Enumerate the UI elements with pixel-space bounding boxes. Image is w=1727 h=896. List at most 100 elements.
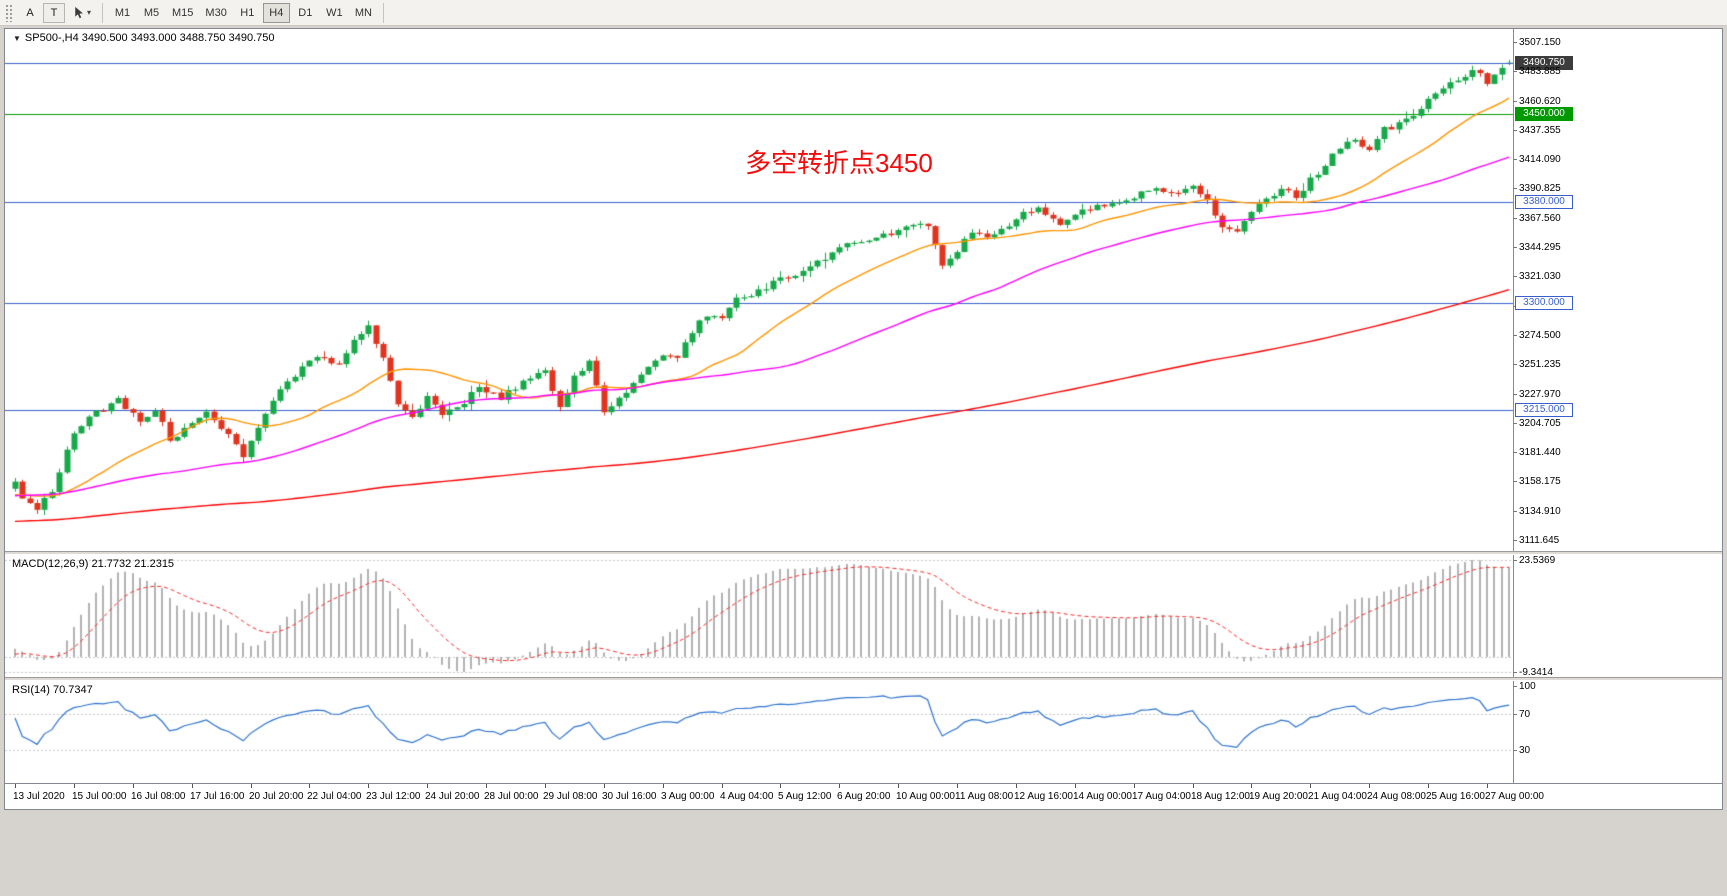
time-axis-label: 5 Aug 12:00 [778,791,832,802]
cursor-icon [75,6,83,19]
macd-canvas[interactable] [5,555,1513,677]
price-axis-label: 3414.090 [1513,154,1561,166]
toolbar-separator [382,2,384,23]
text-label-button[interactable]: T [43,2,65,23]
chevron-down-icon: ▾ [87,8,92,17]
time-axis-tick [74,784,75,788]
time-axis-tick [1075,784,1076,788]
time-axis-label: 18 Aug 12:00 [1191,791,1250,802]
time-axis-label: 14 Aug 00:00 [1073,791,1132,802]
time-axis-tick [1016,784,1017,788]
time-axis-label: 29 Jul 08:00 [543,791,598,802]
price-axis[interactable]: 3490.750 3507.150 3483.885 3460.620 3437.35… [1512,29,1722,551]
time-axis-tick [604,784,605,788]
time-axis-tick [309,784,310,788]
price-axis-label: 3227.970 [1513,388,1561,400]
price-level-label: 3450.000 [1515,106,1573,121]
timeframe-button-m30[interactable]: M30 [200,3,231,23]
time-axis-tick [1428,784,1429,788]
price-panel: ▼ SP500-,H4 3490.500 3493.000 3488.750 34… [5,29,1722,551]
price-axis-label: 3158.175 [1513,476,1561,488]
rsi-axis-separator [1513,681,1514,783]
time-axis-label: 17 Aug 04:00 [1132,791,1191,802]
chart-annotation-text[interactable]: 多空转折点3450 [745,148,933,178]
toolbar: A T ▾ M1 M5 M15 M30 H1 H4 D1 W1 MN [0,0,1727,26]
time-axis-tick [663,784,664,788]
rsi-canvas[interactable] [5,681,1513,783]
toolbar-separator [102,2,104,23]
timeframe-button-m1[interactable]: M1 [109,3,136,23]
price-axis-label: 3390.825 [1513,183,1561,195]
time-axis-label: 22 Jul 04:00 [307,791,362,802]
time-axis-label: 3 Aug 00:00 [661,791,715,802]
time-axis[interactable]: 13 Jul 2020 15 Jul 00:00 16 Jul 08:00 17 Ju… [5,783,1722,809]
price-axis-label: 3134.910 [1513,505,1561,517]
cursor-tool-button[interactable]: ▾ [67,3,96,23]
price-axis-label: 3181.440 [1513,447,1561,459]
time-axis-tick [1310,784,1311,788]
time-axis-label: 24 Aug 08:00 [1367,791,1426,802]
time-axis-tick [368,784,369,788]
time-axis-label: 12 Aug 16:00 [1014,791,1073,802]
time-axis-label: 25 Aug 16:00 [1426,791,1485,802]
timeframe-button-h1[interactable]: H1 [234,3,261,23]
time-axis-tick [251,784,252,788]
rsi-panel: RSI(14) 70.7347 100 70 30 [5,681,1722,783]
time-axis-tick [1134,784,1135,788]
time-axis-tick [898,784,899,788]
timeframe-button-mn[interactable]: MN [350,3,377,23]
price-axis-label: 3367.560 [1513,212,1561,224]
price-chart-canvas[interactable] [5,29,1513,551]
time-axis-tick [1369,784,1370,788]
chart-window: ▼ SP500-,H4 3490.500 3493.000 3488.750 34… [4,28,1723,810]
price-axis-label: 3507.150 [1513,37,1561,48]
price-axis-label: 3321.030 [1513,271,1561,283]
bottom-strip [0,812,1727,896]
timeframe-button-d1[interactable]: D1 [292,3,319,23]
price-axis-label: 3460.620 [1513,95,1561,107]
time-axis-label: 17 Jul 16:00 [190,791,245,802]
time-axis-label: 23 Jul 12:00 [366,791,421,802]
time-axis-label: 15 Jul 00:00 [72,791,127,802]
time-axis-label: 20 Jul 20:00 [249,791,304,802]
timeframe-button-m5[interactable]: M5 [138,3,165,23]
time-axis-label: 30 Jul 16:00 [602,791,657,802]
toolbar-drag-handle[interactable] [5,3,12,22]
symbol-marker-icon: ▼ [13,34,21,43]
time-axis-label: 10 Aug 00:00 [896,791,955,802]
time-axis-label: 11 Aug 08:00 [955,791,1014,802]
timeframe-button-w1[interactable]: W1 [321,3,348,23]
price-axis-label: 3483.885 [1513,66,1561,78]
symbol-ohlc-text: SP500-,H4 3490.500 3493.000 3488.750 349… [24,32,275,44]
timeframe-button-h4[interactable]: H4 [262,2,290,23]
time-axis-label: 24 Jul 20:00 [425,791,480,802]
time-axis-tick [133,784,134,788]
time-axis-tick [486,784,487,788]
panel-splitter[interactable] [5,551,1722,555]
price-level-label: 3380.000 [1515,195,1573,210]
arrow-text-button[interactable]: A [19,3,41,23]
timeframe-group: M1 M5 M15 M30 H1 H4 D1 W1 MN [108,2,378,23]
rsi-axis-label: 100 [1513,681,1536,692]
time-axis-label: 4 Aug 04:00 [720,791,774,802]
rsi-axis[interactable]: 100 70 30 [1512,681,1722,783]
macd-axis[interactable]: 23.5369 -9.3414 [1512,555,1722,677]
time-axis-tick [839,784,840,788]
time-axis-tick [545,784,546,788]
time-axis-tick [1487,784,1488,788]
timeframe-button-m15[interactable]: M15 [167,3,198,23]
macd-axis-min-label: -9.3414 [1513,667,1553,677]
macd-axis-separator [1513,555,1514,677]
price-axis-label: 3111.645 [1512,535,1560,546]
time-axis-label: 19 Aug 20:00 [1249,791,1308,802]
time-axis-tick [1251,784,1252,788]
price-level-label: 3300.000 [1515,295,1573,310]
time-axis-tick [192,784,193,788]
time-axis-label: 21 Aug 04:00 [1308,791,1367,802]
macd-label: MACD(12,26,9) 21.7732 21.2315 [12,558,175,570]
price-axis-label: 3437.355 [1513,124,1561,136]
panel-splitter[interactable] [5,677,1722,681]
macd-axis-max-label: 23.5369 [1512,555,1556,566]
symbol-info: ▼ SP500-,H4 3490.500 3493.000 3488.750 34… [13,32,274,44]
